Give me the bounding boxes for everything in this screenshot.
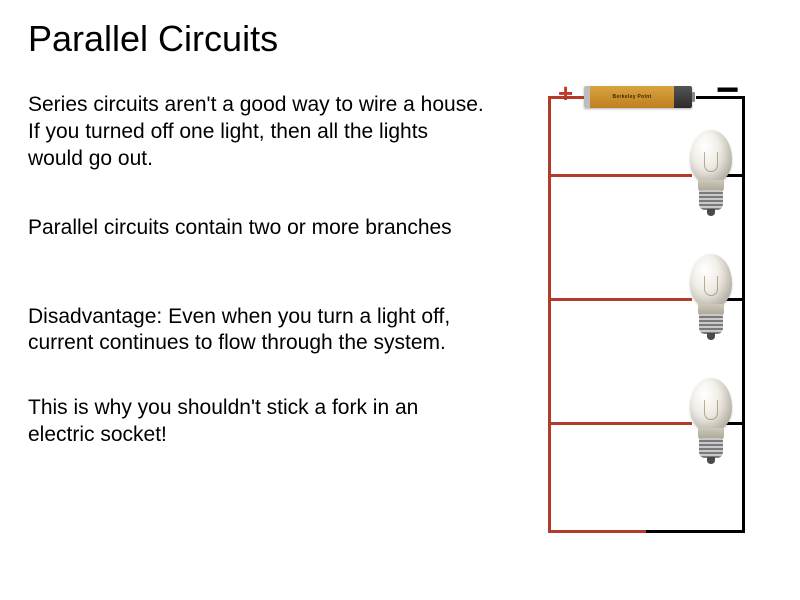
bulb-filament — [704, 152, 718, 172]
slide-body: Series circuits aren't a good way to wir… — [28, 92, 772, 580]
spacer — [28, 173, 488, 215]
paragraph-2: Parallel circuits contain two or more br… — [28, 215, 488, 242]
bulb-base — [699, 190, 723, 210]
plus-terminal-icon: + — [558, 78, 573, 109]
bulb-contact — [707, 333, 715, 340]
wire-branch-2-pos — [548, 298, 692, 301]
slide: Parallel Circuits Series circuits aren't… — [0, 0, 800, 600]
bulb-base — [699, 314, 723, 334]
lightbulb-icon — [682, 254, 740, 344]
battery-cap — [674, 86, 692, 108]
parallel-circuit-diagram: + − Berkeley Point — [506, 82, 766, 542]
wire-bottom-pos — [548, 530, 646, 533]
paragraph-4: This is why you shouldn't stick a fork i… — [28, 395, 488, 449]
bulb-contact — [707, 209, 715, 216]
bulb-contact — [707, 457, 715, 464]
lightbulb-icon — [682, 130, 740, 220]
battery-icon: Berkeley Point — [584, 86, 692, 108]
lightbulb-icon — [682, 378, 740, 468]
diagram-column: + − Berkeley Point — [506, 92, 772, 580]
slide-title: Parallel Circuits — [28, 18, 772, 60]
text-column: Series circuits aren't a good way to wir… — [28, 92, 488, 580]
wire-positive-rail — [548, 96, 551, 530]
wire-positive-top — [548, 96, 584, 99]
wire-negative-top — [696, 96, 745, 99]
bulb-base — [699, 438, 723, 458]
paragraph-3: Disadvantage: Even when you turn a light… — [28, 304, 488, 358]
spacer — [28, 357, 488, 395]
paragraph-1: Series circuits aren't a good way to wir… — [28, 92, 488, 173]
wire-branch-3-pos — [548, 422, 692, 425]
minus-terminal-icon: − — [716, 68, 739, 113]
wire-branch-1-pos — [548, 174, 692, 177]
wire-negative-rail — [742, 96, 745, 530]
bulb-filament — [704, 400, 718, 420]
wire-bottom-neg — [646, 530, 745, 533]
spacer — [28, 242, 488, 304]
battery-body: Berkeley Point — [590, 86, 674, 108]
bulb-filament — [704, 276, 718, 296]
